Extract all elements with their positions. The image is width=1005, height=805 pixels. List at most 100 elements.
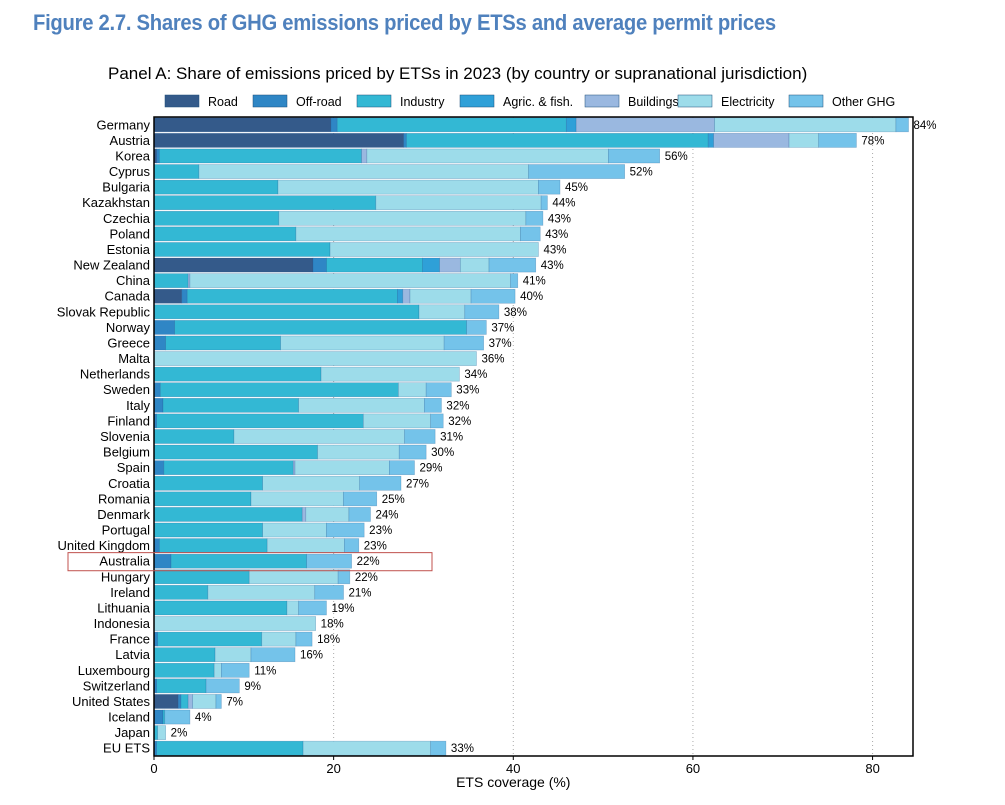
bar-poland-other-ghg	[520, 226, 541, 242]
y-label-estonia: Estonia	[107, 242, 151, 257]
y-label-greece: Greece	[107, 335, 150, 350]
legend-swatch-buildings	[584, 94, 620, 108]
bar-united-states-buildings	[187, 694, 193, 709]
bar-bulgaria-industry	[153, 179, 279, 195]
bar-malta-electricity	[153, 351, 477, 366]
bar-romania-other-ghg	[343, 491, 378, 507]
bar-portugal-other-ghg	[326, 522, 365, 538]
bar-australia-industry	[170, 553, 307, 569]
bar-korea-electricity	[366, 148, 609, 164]
bar-row-australia	[153, 553, 352, 569]
bar-cyprus-electricity	[198, 164, 529, 179]
bar-canada-other-ghg	[470, 288, 516, 304]
bar-row-denmark	[153, 507, 371, 522]
bar-row-united-kingdom	[153, 538, 360, 553]
bar-row-austria	[153, 133, 857, 148]
highlight-box	[67, 552, 433, 572]
bar-united-states-other-ghg	[215, 694, 222, 709]
bar-china-buildings	[187, 273, 191, 288]
total-label-latvia: 16%	[300, 650, 323, 662]
bar-germany-buildings	[575, 117, 715, 133]
y-label-austria: Austria	[110, 133, 151, 148]
bar-hungary-electricity	[248, 569, 339, 585]
bar-norway-other-ghg	[466, 320, 487, 335]
bar-row-eu-ets	[153, 740, 447, 756]
total-label-portugal: 23%	[369, 525, 392, 537]
total-label-sweden: 33%	[456, 385, 479, 397]
bar-czechia-industry	[153, 210, 280, 226]
bar-denmark-industry	[153, 507, 303, 522]
bar-greece-off-road	[153, 335, 166, 351]
bar-korea-off-road	[156, 148, 160, 164]
y-label-canada: Canada	[104, 289, 150, 304]
bar-austria-electricity	[788, 133, 819, 148]
y-label-france: France	[110, 632, 150, 647]
bar-row-china	[153, 273, 519, 288]
x-tick-label-60: 60	[686, 761, 700, 776]
bar-poland-electricity	[295, 226, 521, 242]
bar-belgium-other-ghg	[398, 444, 427, 460]
bar-austria-off-road	[403, 133, 407, 148]
legend-item-off-road: Off-road	[252, 94, 342, 109]
bar-austria-buildings	[713, 133, 790, 148]
legend-swatch-industry	[356, 94, 392, 108]
bar-cyprus-industry	[153, 164, 200, 179]
bar-netherlands-electricity	[320, 366, 460, 382]
total-label-luxembourg: 11%	[254, 665, 276, 677]
bar-united-states-road	[153, 694, 179, 709]
bar-france-electricity	[261, 631, 297, 647]
bar-bulgaria-other-ghg	[538, 179, 561, 195]
y-label-italy: Italy	[126, 398, 150, 413]
total-label-united-kingdom: 23%	[364, 541, 387, 553]
bar-luxembourg-industry	[153, 662, 215, 678]
y-label-spain: Spain	[117, 460, 150, 475]
legend: Road Off-road Industry Agric. & fish. Buildi…	[164, 94, 895, 109]
total-label-germany: 84%	[914, 120, 937, 132]
bar-ireland-electricity	[207, 585, 316, 600]
y-label-australia: Australia	[99, 554, 150, 569]
bar-new-zealand-buildings	[439, 257, 461, 273]
bar-denmark-buildings	[301, 507, 307, 522]
total-label-iceland: 4%	[195, 712, 212, 724]
bar-estonia-electricity	[329, 242, 539, 257]
total-label-austria: 78%	[861, 135, 884, 147]
x-tick-label-80: 80	[865, 761, 879, 776]
bar-canada-electricity	[409, 288, 472, 304]
bar-spain-other-ghg	[389, 460, 415, 476]
bar-poland-industry	[153, 226, 297, 242]
bar-czechia-other-ghg	[525, 210, 544, 226]
bar-italy-off-road	[153, 397, 164, 413]
total-label-italy: 32%	[446, 400, 469, 412]
y-label-hungary: Hungary	[101, 569, 151, 584]
legend-swatch-off-road	[252, 94, 288, 108]
bar-united-kingdom-other-ghg	[344, 538, 360, 553]
bar-row-latvia	[153, 647, 296, 663]
bar-sweden-other-ghg	[425, 382, 452, 398]
bar-iceland-off-road	[153, 709, 164, 725]
bar-germany-road	[153, 117, 332, 133]
total-label-canada: 40%	[520, 291, 543, 303]
y-label-switzerland: Switzerland	[83, 678, 150, 693]
bar-china-other-ghg	[510, 273, 519, 288]
bar-korea-buildings	[361, 148, 368, 164]
legend-label-other-ghg: Other GHG	[832, 95, 895, 109]
bar-row-hungary	[153, 569, 351, 585]
bar-row-lithuania	[153, 600, 327, 616]
legend-item-industry: Industry	[356, 94, 445, 109]
bar-italy-industry	[162, 397, 299, 413]
bar-sweden-off-road	[153, 382, 161, 398]
bar-row-czechia	[153, 210, 544, 226]
bar-lithuania-other-ghg	[298, 600, 327, 616]
bar-spain-industry	[163, 460, 294, 476]
bar-united-kingdom-electricity	[266, 538, 345, 553]
total-label-poland: 43%	[545, 229, 568, 241]
bar-united-states-industry	[180, 694, 189, 709]
bar-china-industry	[153, 273, 189, 288]
bar-japan-electricity	[157, 725, 166, 740]
total-label-eu-ets: 33%	[451, 743, 474, 755]
legend-label-electricity: Electricity	[721, 95, 775, 109]
y-label-poland: Poland	[110, 226, 150, 241]
legend-swatch-other-ghg	[788, 94, 824, 108]
y-label-ireland: Ireland	[110, 585, 150, 600]
total-label-switzerland: 9%	[244, 681, 261, 693]
